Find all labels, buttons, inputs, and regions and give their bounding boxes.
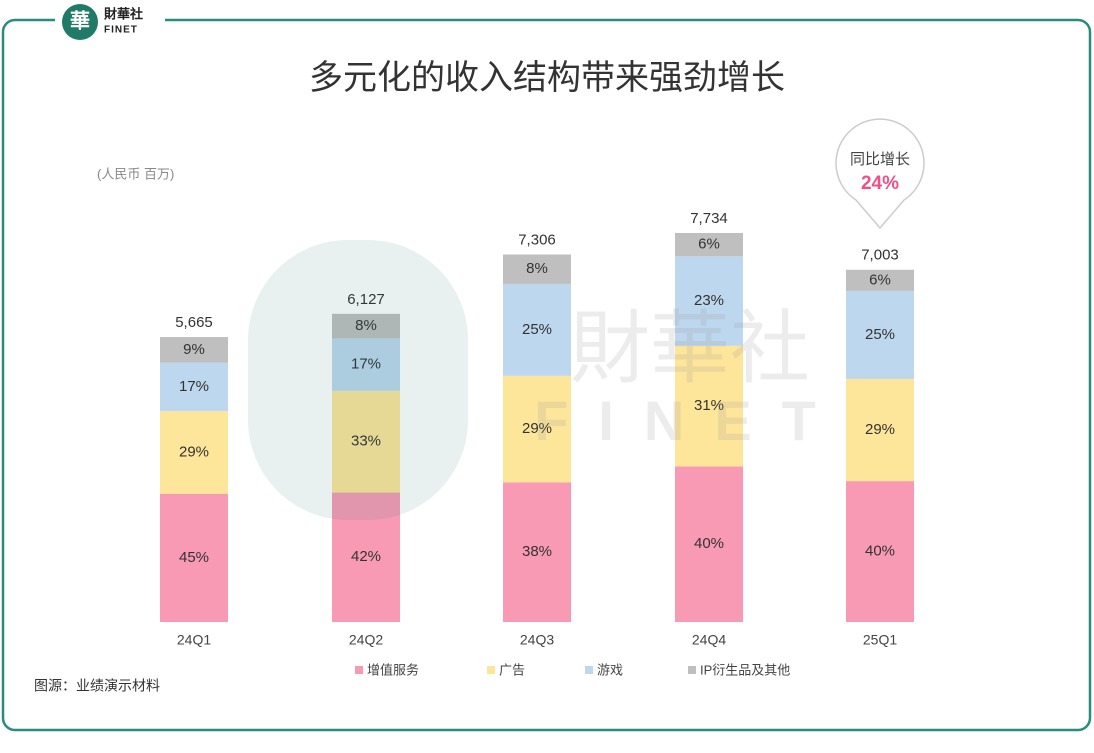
chart-title: 多元化的收入结构带来强劲增长 [309, 59, 785, 97]
bar-segment [160, 411, 228, 494]
segment-label: 17% [179, 378, 209, 395]
segment-label: 45% [179, 549, 209, 566]
total-label: 6,127 [347, 291, 385, 308]
watermark-name: 財華社 [570, 304, 810, 393]
bar-segment [160, 337, 228, 363]
bar-segment [332, 338, 400, 391]
segment-label: 29% [522, 420, 552, 437]
x-tick-label: 24Q1 [177, 632, 211, 648]
source: 图源：业绩演示材料 [34, 678, 160, 694]
bar-segment [675, 256, 743, 346]
total-label: 7,306 [518, 231, 556, 248]
segment-label: 8% [355, 317, 377, 334]
segment-label: 6% [698, 236, 720, 253]
segment-label: 17% [351, 356, 381, 373]
logo-glyph: 華 [70, 9, 90, 32]
segment-label: 31% [694, 397, 724, 414]
logo-mark [62, 4, 98, 40]
segment-label: 40% [865, 543, 895, 560]
logo-sub: FINET [104, 25, 138, 36]
bar-segment [503, 254, 571, 284]
bar-segment [675, 466, 743, 622]
segment-label: 25% [865, 326, 895, 343]
bar-segment [503, 375, 571, 483]
logo-name: 財華社 [103, 6, 143, 21]
legend-swatch [355, 666, 363, 674]
bar-segment [675, 345, 743, 467]
bar-segment [332, 390, 400, 493]
total-label: 7,003 [861, 247, 899, 264]
legend-label: 游戏 [597, 662, 623, 677]
legend-swatch [585, 666, 593, 674]
legend-label: 增值服务 [367, 662, 419, 677]
bar-segment [503, 482, 571, 622]
annotation-text: 同比增长 [850, 151, 910, 168]
bar-segment [160, 362, 228, 412]
x-tick-label: 25Q1 [863, 632, 897, 648]
bar-segment [332, 313, 400, 339]
legend-label: 广告 [499, 662, 525, 677]
bar-segment [160, 493, 228, 622]
bar-segment [332, 492, 400, 622]
x-tick-label: 24Q4 [692, 632, 726, 648]
annotation-value: 24% [861, 173, 899, 194]
segment-label: 9% [183, 341, 205, 358]
bar-segment [503, 283, 571, 376]
segment-label: 23% [694, 292, 724, 309]
segment-label: 33% [351, 433, 381, 450]
bar-segment [846, 269, 914, 291]
bar-segment [846, 290, 914, 379]
segment-label: 29% [865, 421, 895, 438]
legend-swatch [688, 666, 696, 674]
total-label: 7,734 [690, 210, 728, 227]
legend-swatch [487, 666, 495, 674]
legend-label: IP衍生品及其他 [700, 662, 790, 677]
segment-label: 40% [694, 535, 724, 552]
segment-label: 42% [351, 548, 381, 565]
segment-label: 6% [869, 271, 891, 288]
watermark-sub: FINET [534, 389, 846, 452]
total-label: 5,665 [175, 314, 213, 331]
segment-label: 8% [526, 260, 548, 277]
segment-label: 38% [522, 543, 552, 560]
bar-segment [846, 378, 914, 482]
segment-label: 25% [522, 321, 552, 338]
x-tick-label: 24Q3 [520, 632, 554, 648]
bar-segment [675, 232, 743, 257]
annotation-bubble [835, 118, 925, 230]
x-tick-label: 24Q2 [349, 632, 383, 648]
unit-label: (人民币 百万) [97, 166, 174, 181]
segment-label: 29% [179, 443, 209, 460]
bar-segment [846, 481, 914, 622]
